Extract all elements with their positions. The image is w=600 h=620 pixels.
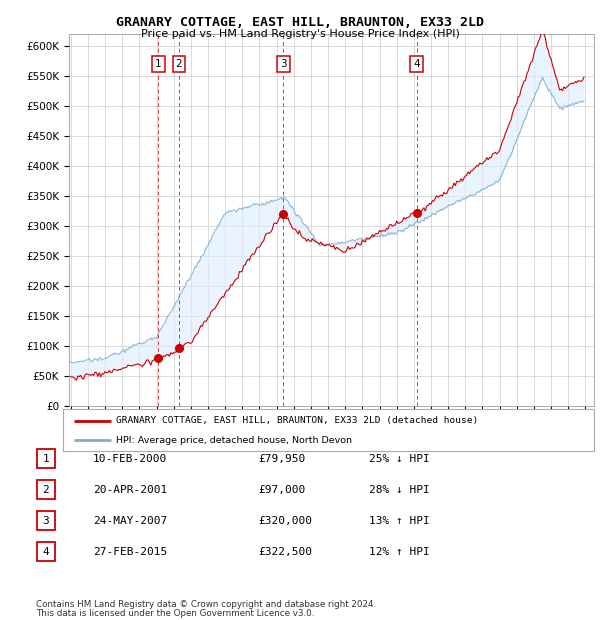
Text: 1: 1 — [43, 454, 49, 464]
Text: 12% ↑ HPI: 12% ↑ HPI — [369, 547, 430, 557]
Text: 4: 4 — [43, 547, 49, 557]
Text: 2: 2 — [43, 485, 49, 495]
Text: 24-MAY-2007: 24-MAY-2007 — [93, 516, 167, 526]
Text: 25% ↓ HPI: 25% ↓ HPI — [369, 454, 430, 464]
Text: Price paid vs. HM Land Registry's House Price Index (HPI): Price paid vs. HM Land Registry's House … — [140, 29, 460, 38]
Text: 3: 3 — [43, 516, 49, 526]
Text: Contains HM Land Registry data © Crown copyright and database right 2024.: Contains HM Land Registry data © Crown c… — [36, 600, 376, 609]
Text: £320,000: £320,000 — [258, 516, 312, 526]
Text: This data is licensed under the Open Government Licence v3.0.: This data is licensed under the Open Gov… — [36, 608, 314, 618]
Text: 1: 1 — [155, 59, 161, 69]
Text: £97,000: £97,000 — [258, 485, 305, 495]
Text: 3: 3 — [280, 59, 287, 69]
Text: 4: 4 — [413, 59, 420, 69]
Text: 27-FEB-2015: 27-FEB-2015 — [93, 547, 167, 557]
Text: GRANARY COTTAGE, EAST HILL, BRAUNTON, EX33 2LD (detached house): GRANARY COTTAGE, EAST HILL, BRAUNTON, EX… — [116, 416, 478, 425]
Text: 28% ↓ HPI: 28% ↓ HPI — [369, 485, 430, 495]
Text: £79,950: £79,950 — [258, 454, 305, 464]
Text: £322,500: £322,500 — [258, 547, 312, 557]
Text: 13% ↑ HPI: 13% ↑ HPI — [369, 516, 430, 526]
Text: HPI: Average price, detached house, North Devon: HPI: Average price, detached house, Nort… — [116, 436, 352, 445]
Text: 2: 2 — [175, 59, 182, 69]
Text: GRANARY COTTAGE, EAST HILL, BRAUNTON, EX33 2LD: GRANARY COTTAGE, EAST HILL, BRAUNTON, EX… — [116, 16, 484, 29]
Text: 20-APR-2001: 20-APR-2001 — [93, 485, 167, 495]
Text: 10-FEB-2000: 10-FEB-2000 — [93, 454, 167, 464]
